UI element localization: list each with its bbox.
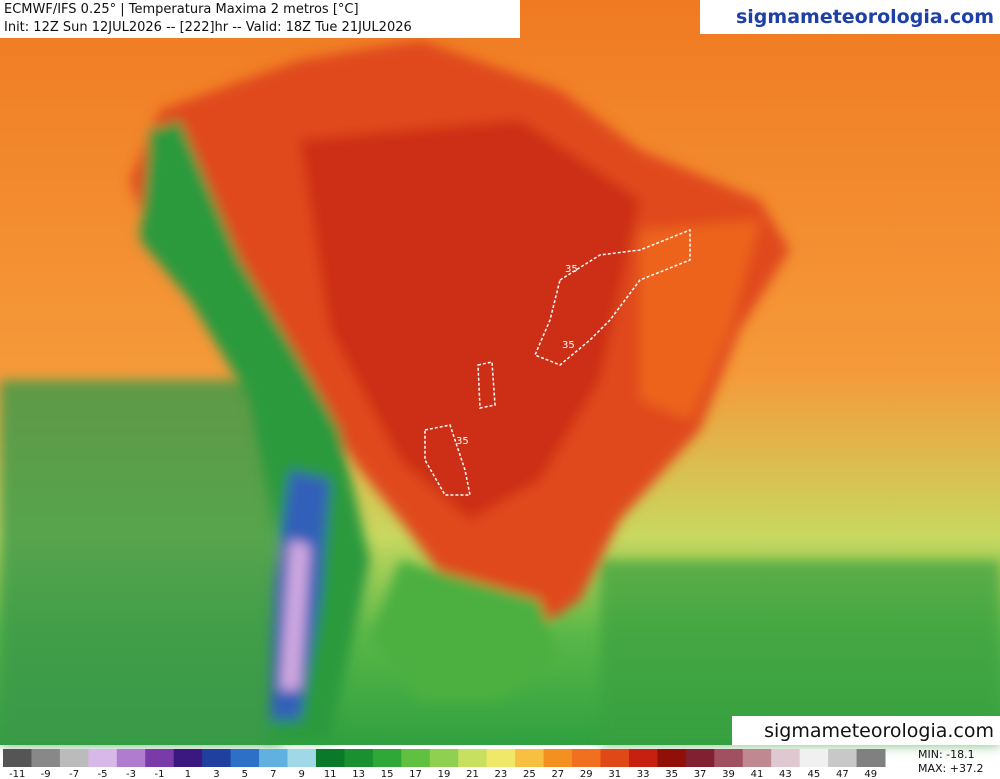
- watermark: sigmameteorologia.com: [764, 720, 994, 742]
- colorbar-tick-label: 27: [551, 769, 564, 779]
- colorbar-tick-label: 23: [495, 769, 508, 779]
- watermark-bg: [700, 0, 1000, 34]
- colorbar-swatch: [173, 749, 203, 767]
- colorbar-swatch: [315, 749, 345, 767]
- colorbar-swatch: [628, 749, 658, 767]
- colorbar-swatch: [287, 749, 317, 767]
- colorbar-swatch: [856, 749, 886, 767]
- colorbar-swatch: [59, 749, 89, 767]
- contour-label: 35: [456, 436, 469, 447]
- contour-35: [477, 361, 496, 409]
- watermark-box: [732, 716, 1000, 745]
- colorbar-swatch: [742, 749, 772, 767]
- colorbar-swatch: [543, 749, 573, 767]
- colorbar-swatch: [3, 749, 32, 767]
- colorbar-tick-label: 31: [608, 769, 621, 779]
- colorbar-tick-label: 7: [270, 769, 276, 779]
- contour-label: 35: [565, 264, 578, 275]
- colorbar-swatch: [344, 749, 374, 767]
- colorbar-tick-label: 3: [213, 769, 219, 779]
- colorbar-tick-label: 13: [352, 769, 365, 779]
- south-pacific: [0, 380, 280, 745]
- colorbar-tick-label: 15: [381, 769, 394, 779]
- colorbar-swatch: [486, 749, 516, 767]
- colorbar-swatch: [401, 749, 431, 767]
- colorbar-tick-label: 29: [580, 769, 593, 779]
- colorbar-tick-label: 5: [242, 769, 248, 779]
- colorbar-tick-label: 1: [185, 769, 191, 779]
- colorbar-swatch: [657, 749, 687, 767]
- colorbar-tick-label: 39: [722, 769, 735, 779]
- contours: [424, 228, 691, 496]
- colorbar-swatch: [429, 749, 459, 767]
- colorbar-swatch: [714, 749, 744, 767]
- colorbar-swatch: [771, 749, 801, 767]
- max-stat: MAX: +37.2: [918, 762, 983, 775]
- colorbar-tick-label: 35: [665, 769, 678, 779]
- colorbar-tick-label: 9: [299, 769, 305, 779]
- colorbar-tick-label: 11: [324, 769, 337, 779]
- south-atlantic: [600, 560, 1000, 745]
- colorbar-swatch: [515, 749, 545, 767]
- colorbar-swatch: [685, 749, 715, 767]
- colorbar-tick-label: -7: [69, 769, 79, 779]
- colorbar-tick-label: 19: [438, 769, 451, 779]
- colorbar: -11 -9 -7 -5 -3 -1 1 3 5 7 9 11 13 15 17 19 21 23 25 27 29 31…: [3, 749, 886, 779]
- colorbar-swatch: [88, 749, 118, 767]
- colorbar-tick-label: 47: [836, 769, 849, 779]
- colorbar-tick-label: -1: [154, 769, 164, 779]
- colorbar-swatch: [572, 749, 601, 767]
- contour-35: [534, 228, 691, 366]
- colorbar-tick-label: -11: [9, 769, 25, 779]
- colorbar-swatch: [202, 749, 232, 767]
- colorbar-swatch: [259, 749, 289, 767]
- colorbar-tick-label: 49: [864, 769, 877, 779]
- colorbar-swatch: [828, 749, 858, 767]
- colorbar-swatch: [799, 749, 829, 767]
- colorbar-swatch: [31, 749, 61, 767]
- colorbar-tick-label: 45: [808, 769, 821, 779]
- colorbar-swatch: [116, 749, 146, 767]
- colorbar-tick-label: 33: [637, 769, 650, 779]
- subtitle: Init: 12Z Sun 12JUL2026 -- [222]hr -- Va…: [4, 20, 412, 35]
- colorbar-tick-label: 41: [751, 769, 764, 779]
- colorbar-swatch: [230, 749, 260, 767]
- header-bg: [0, 0, 520, 38]
- colorbar-tick-label: 21: [466, 769, 479, 779]
- colorbar-tick-label: 17: [409, 769, 422, 779]
- colorbar-tick-label: -3: [126, 769, 136, 779]
- contour-label: 35: [562, 340, 575, 351]
- colorbar-tick-label: -9: [41, 769, 51, 779]
- min-stat: MIN: -18.1: [918, 748, 975, 761]
- colorbar-swatch: [372, 749, 402, 767]
- colorbar-tick-label: 25: [523, 769, 536, 779]
- colorbar-tick-label: -5: [98, 769, 108, 779]
- colorbar-tick-label: 43: [779, 769, 792, 779]
- continent: [130, 40, 790, 740]
- contour-35: [424, 424, 471, 496]
- colorbar-swatch: [145, 749, 175, 767]
- watermark: sigmameteorologia.com: [736, 6, 994, 28]
- colorbar-swatch: [458, 749, 488, 767]
- colorbar-tick-label: 37: [694, 769, 707, 779]
- colorbar-swatch: [600, 749, 630, 767]
- title: ECMWF/IFS 0.25° | Temperatura Maxima 2 m…: [4, 2, 359, 17]
